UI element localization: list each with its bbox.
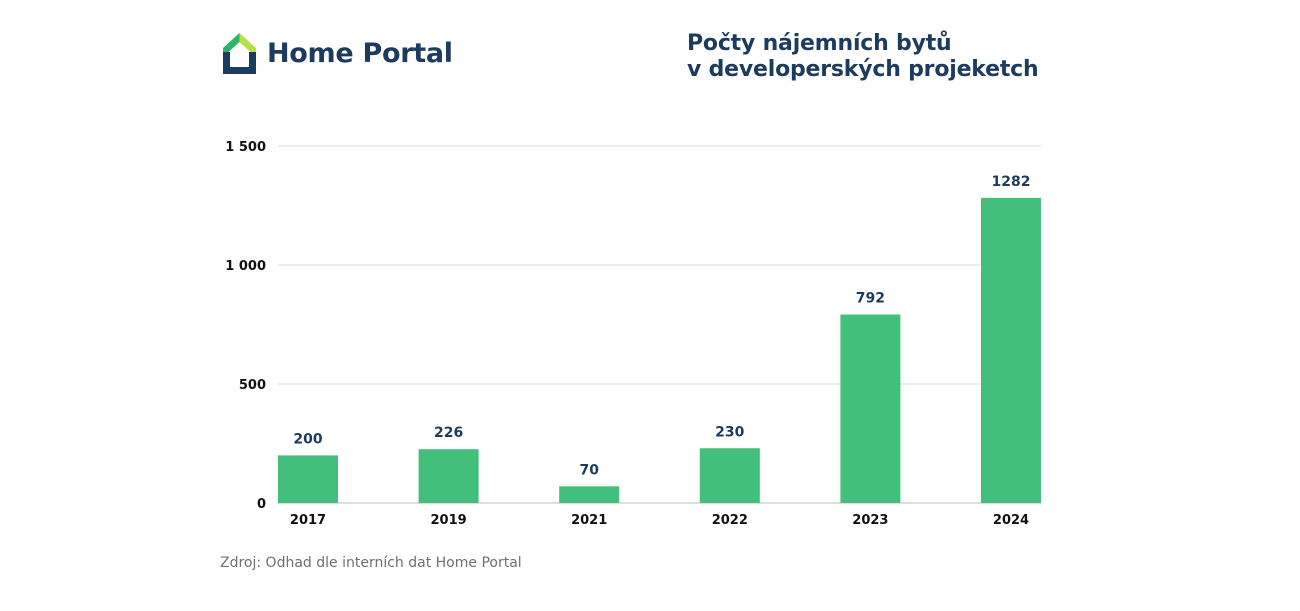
data-label: 1282 <box>992 174 1031 190</box>
data-label: 200 <box>293 431 322 447</box>
bar-2019 <box>418 449 479 503</box>
y-tick-label: 1 000 <box>225 259 266 274</box>
bar-2022 <box>699 448 760 503</box>
y-tick-label: 500 <box>239 378 266 393</box>
bar-2017 <box>278 455 338 503</box>
data-label: 226 <box>434 425 463 441</box>
data-label: 230 <box>715 424 744 440</box>
source-note: Zdroj: Odhad dle interních dat Home Port… <box>220 555 522 571</box>
bar-2021 <box>559 486 620 503</box>
x-tick-label: 2021 <box>571 513 607 528</box>
house-icon <box>223 33 256 74</box>
bar-2024 <box>981 197 1041 503</box>
bar-2023 <box>840 314 901 503</box>
chart-title: Počty nájemních bytů v developerských pr… <box>687 31 1039 83</box>
x-tick-label: 2024 <box>993 513 1029 528</box>
chart-title-line-1: Počty nájemních bytů <box>687 31 952 56</box>
y-tick-label: 0 <box>257 497 266 512</box>
x-tick-label: 2019 <box>431 513 467 528</box>
y-tick-label: 1 500 <box>225 140 266 155</box>
chart-title-line-2: v developerských projeketch <box>687 57 1039 82</box>
x-tick-label: 2023 <box>852 513 888 528</box>
data-label: 70 <box>579 462 599 478</box>
brand-name: Home Portal <box>267 37 453 69</box>
data-label: 792 <box>856 291 885 307</box>
brand-logo: Home Portal <box>221 30 453 76</box>
x-tick-label: 2022 <box>712 513 748 528</box>
x-tick-label: 2017 <box>290 513 326 528</box>
